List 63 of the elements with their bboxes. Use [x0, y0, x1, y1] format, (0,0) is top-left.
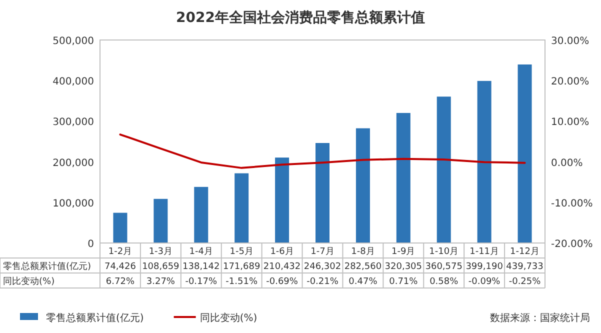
bar — [316, 143, 330, 243]
bar — [477, 80, 492, 243]
y2-tick-label: 30.00% — [551, 36, 590, 47]
y2-tick-label: 0.00% — [551, 158, 583, 169]
bar — [436, 96, 451, 243]
text: 同比变动(%) — [3, 277, 55, 287]
bar — [194, 186, 208, 243]
x-tick-label: 1-10月 — [429, 247, 459, 257]
bar — [356, 128, 370, 243]
data-label: -1.51% — [226, 277, 258, 287]
x-tick-label: 1-7月 — [310, 247, 334, 257]
data-label: 399,190 — [466, 262, 504, 272]
data-label: 138,142 — [182, 262, 220, 272]
y2-tick-label: -10.00% — [551, 198, 593, 210]
y-tick-label: 300,000 — [52, 117, 94, 128]
data-label: 0.47% — [348, 277, 378, 287]
data-label: -0.17% — [185, 277, 218, 287]
x-tick-label: 1-4月 — [189, 247, 213, 257]
legend-label: 同比变动(%) — [200, 312, 258, 324]
bar — [113, 212, 128, 243]
y2-tick-label: 10.00% — [551, 117, 590, 128]
x-tick-label: 1-12月 — [510, 247, 540, 257]
x-tick-label: 1-6月 — [270, 247, 294, 257]
chart-title: 2022年全国社会消费品零售总额累计值 — [176, 9, 425, 26]
data-label: -0.21% — [306, 277, 339, 287]
data-label: 320,305 — [384, 262, 422, 272]
x-tick-label: 1-3月 — [148, 247, 173, 257]
line-series — [119, 134, 526, 169]
x-tick-label: 1-9月 — [392, 247, 416, 257]
data-label: 3.27% — [146, 277, 176, 287]
legend-label: 零售总额累计值(亿元) — [46, 312, 144, 324]
data-label: -0.69% — [266, 277, 298, 287]
y-tick-label: 0 — [88, 239, 94, 250]
data-label: -0.25% — [508, 277, 542, 287]
y-tick-label: 200,000 — [52, 158, 94, 169]
bar — [275, 158, 290, 243]
y-tick-label: 500,000 — [52, 36, 94, 47]
x-tick-label: 1-2月 — [108, 247, 132, 257]
data-label: 108,659 — [142, 262, 180, 272]
data-label: 210,432 — [263, 262, 301, 272]
y-tick-label: 100,000 — [52, 198, 94, 210]
data-label: 282,560 — [344, 262, 382, 272]
bar — [518, 64, 532, 243]
data-label: 360,575 — [425, 262, 462, 272]
y2-tick-label: -20.00% — [551, 239, 593, 250]
data-label: 171,689 — [222, 262, 260, 272]
x-tick-label: 1-5月 — [230, 247, 254, 257]
bar — [234, 173, 249, 243]
data-label: 0.71% — [389, 277, 418, 287]
data-label: 74,426 — [104, 262, 136, 272]
text: 零售总额累计值(亿元) — [3, 262, 92, 272]
source-note: 数据来源：国家统计局 — [490, 312, 590, 324]
data-label: -0.09% — [468, 277, 501, 287]
data-label: 439,733 — [506, 262, 544, 272]
data-label: 0.58% — [430, 277, 459, 287]
data-label: 246,302 — [304, 262, 342, 272]
bar — [396, 112, 410, 243]
y-tick-label: 400,000 — [52, 76, 94, 88]
x-tick-label: 1-8月 — [351, 247, 375, 257]
bar — [154, 198, 168, 243]
data-label: 6.72% — [106, 277, 135, 287]
y2-tick-label: 20.00% — [551, 76, 590, 88]
x-tick-label: 1-11月 — [470, 247, 500, 257]
